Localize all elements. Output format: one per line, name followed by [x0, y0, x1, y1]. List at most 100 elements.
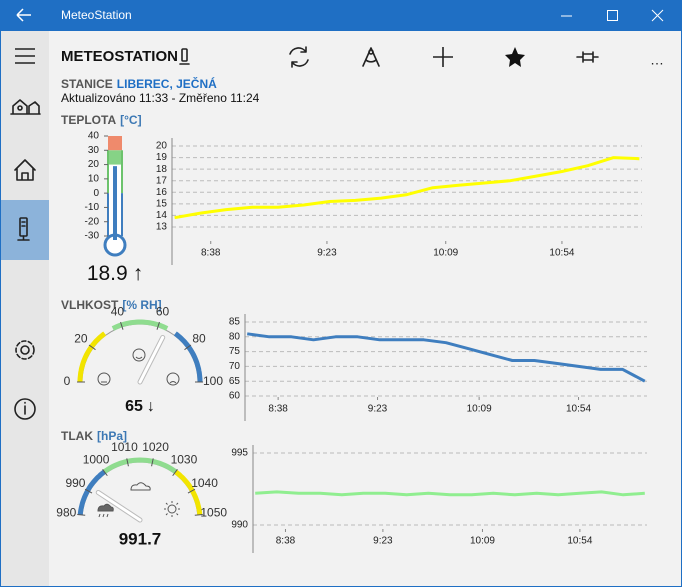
gauge-tick-label: 80 [192, 331, 206, 345]
gauge-needle [96, 490, 142, 522]
temperature-trend: ↑ [133, 262, 144, 285]
compass-button[interactable] [362, 47, 380, 67]
y-tick-label: 990 [231, 520, 248, 531]
pressure-value: 991.7 [119, 529, 162, 548]
data-line [174, 156, 640, 220]
gauge-tick [84, 488, 93, 494]
x-tick-label: 8:38 [201, 248, 221, 259]
y-tick-label: 75 [229, 346, 241, 357]
thermo-tick-label: -10 [85, 202, 100, 213]
maximize-button[interactable] [607, 10, 618, 21]
nav-pane [1, 31, 49, 586]
station-label: STANICE [61, 77, 113, 91]
temperature-unit: [°C] [120, 113, 141, 127]
gauge-tick-label: 980 [56, 506, 76, 520]
gauge-zone [173, 331, 203, 382]
thermo-tick-label: 30 [88, 145, 100, 156]
app-title: MeteoStation [61, 8, 132, 22]
back-button[interactable] [16, 8, 31, 22]
gauge-tick [194, 514, 203, 516]
humidity-header: VLHKOST [% RH] [61, 298, 162, 312]
gauge-tick [102, 469, 108, 477]
gauge-tick [184, 344, 192, 351]
thermo-tick-label: 0 [93, 188, 99, 199]
y-tick-label: 17 [156, 175, 168, 186]
thermo-tick-label: -20 [85, 216, 100, 227]
x-tick-label: 10:09 [433, 248, 458, 259]
gauge-tick-label: 100 [203, 374, 223, 388]
y-tick-label: 14 [156, 210, 168, 221]
title-icon [179, 48, 190, 65]
x-tick-label: 10:54 [549, 248, 574, 259]
pressure-unit: [hPa] [97, 429, 127, 443]
gauge-tick [156, 321, 160, 330]
nav-home[interactable] [14, 159, 36, 181]
nav-info[interactable] [14, 398, 36, 420]
x-tick-label: 10:54 [566, 404, 591, 415]
pressure-header: TLAK [hPa] [61, 429, 127, 443]
y-tick-label: 16 [156, 187, 168, 198]
gauge-zone [77, 331, 107, 382]
gauge-zone [102, 457, 178, 474]
temperature-current: 18.9 ↑ [87, 262, 143, 285]
thermo-mercury [113, 166, 117, 240]
x-tick-label: 9:23 [373, 536, 393, 547]
gauge-tick-label: 1020 [142, 440, 169, 454]
add-button[interactable] [433, 47, 453, 67]
y-tick-label: 995 [231, 448, 248, 459]
x-tick-label: 10:54 [567, 536, 592, 547]
y-tick-label: 20 [156, 141, 168, 152]
favorite-button[interactable] [505, 47, 525, 67]
humidity-trend: ↓ [147, 398, 155, 415]
thermo-tick-label: 20 [88, 159, 100, 170]
humidity-faces [97, 348, 180, 386]
gauge-tick-label: 1040 [191, 476, 218, 490]
gauge-tick-label: 1010 [111, 440, 138, 454]
gauge-tick-label: 1030 [171, 453, 198, 467]
thermo-zone [108, 150, 122, 165]
nav-station-detail[interactable] [17, 217, 30, 241]
station-info: STANICE LIBEREC, JEČNÁ [61, 76, 217, 91]
refresh-button[interactable] [289, 46, 309, 68]
gauge-tick-label: 40 [111, 305, 125, 319]
y-tick-label: 70 [229, 361, 241, 372]
thermo-tick-label: 10 [88, 173, 100, 184]
temperature-label: TEPLOTA [61, 113, 116, 127]
x-tick-label: 8:38 [276, 536, 296, 547]
gauge-tick [120, 321, 124, 330]
nav-settings[interactable] [15, 340, 35, 360]
gauge-tick-label: 20 [74, 331, 88, 345]
x-tick-label: 10:09 [467, 404, 492, 415]
nav-selected[interactable] [1, 200, 49, 260]
thermo-tick-label: -30 [85, 231, 100, 242]
gauge-tick [77, 514, 86, 516]
x-tick-label: 9:23 [317, 248, 337, 259]
thermo-zone [108, 136, 122, 151]
pin-button[interactable] [576, 51, 599, 63]
gauge-tick-label: 1000 [83, 453, 110, 467]
gauge-tick-label: 0 [64, 374, 71, 388]
close-button[interactable] [651, 9, 664, 22]
hamburger-button[interactable] [15, 48, 35, 64]
humidity-label: VLHKOST [61, 298, 119, 312]
more-button[interactable]: … [650, 52, 664, 68]
humidity-value: 65 [125, 398, 143, 415]
x-tick-label: 8:38 [268, 404, 288, 415]
nav-stations[interactable] [10, 99, 41, 115]
temperature-value: 18.9 [87, 262, 128, 285]
temperature-header: TEPLOTA [°C] [61, 113, 142, 127]
gauge-needle [138, 335, 165, 384]
page-title: METEOSTATION [61, 48, 178, 65]
y-tick-label: 18 [156, 164, 168, 175]
gauge-tick [88, 344, 96, 351]
humidity-current: 65 ↓ [125, 398, 155, 415]
y-tick-label: 60 [229, 391, 241, 402]
pressure-label: TLAK [61, 429, 93, 443]
y-tick-label: 65 [229, 376, 241, 387]
x-tick-label: 10:09 [470, 536, 495, 547]
gauge-tick-label: 60 [156, 305, 170, 319]
thermo-tick-label: 40 [88, 131, 100, 142]
